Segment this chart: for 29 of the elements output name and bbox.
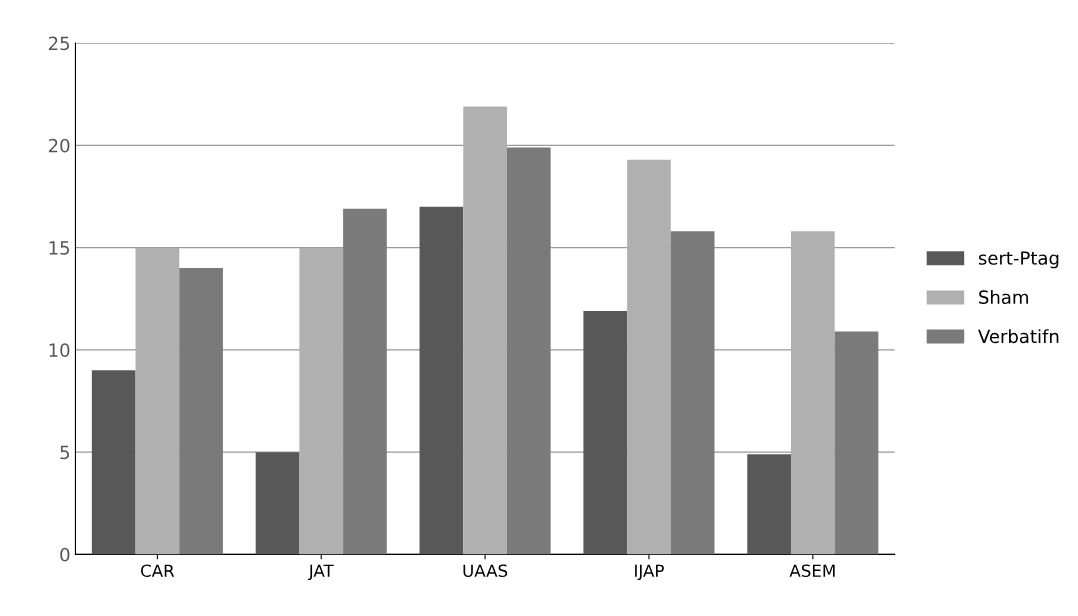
legend-label: sert-Ptag [978,251,1059,269]
x-tick-label: ASEM [789,564,835,578]
bar [419,206,464,555]
y-tick-label: 15 [49,241,70,255]
bar [255,452,300,555]
bar [91,370,136,555]
bar [747,454,791,555]
y-tick-label: 0 [60,547,70,562]
legend-label: Verbatifn [978,329,1059,344]
bar [834,331,879,555]
bar [135,247,180,555]
bar [299,247,344,555]
bar [506,147,551,555]
bar [790,231,835,555]
y-tick-label: 20 [48,138,70,153]
y-tick-label: 5 [60,445,70,460]
bar [583,311,628,555]
bar [343,208,387,555]
bar [179,268,223,555]
x-tick-label: UAAS [463,564,508,578]
bar [627,159,671,555]
y-tick-label: 10 [49,343,70,357]
x-tick-label: CAR [141,564,175,578]
bar [463,106,507,555]
y-tick-label: 25 [48,36,70,51]
x-tick-label: IJAP [635,564,664,581]
bar [670,231,715,555]
x-tick-label: JAT [307,564,334,581]
legend-label: Sham [979,290,1028,304]
